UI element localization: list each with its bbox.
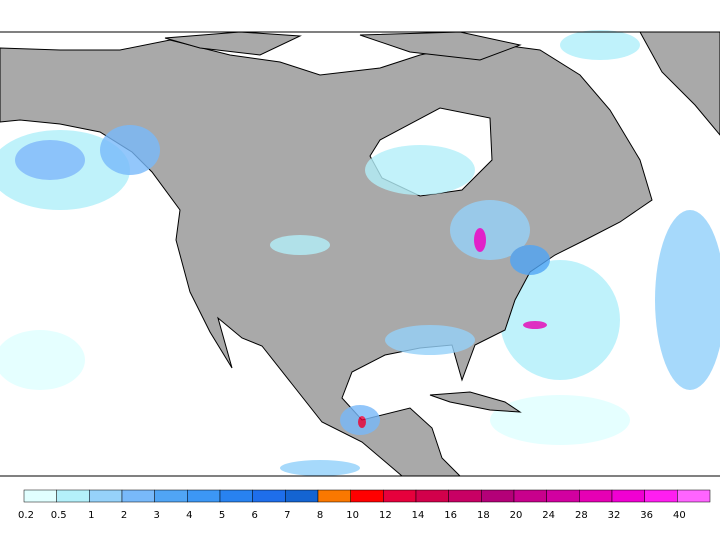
- colorbar-box: [89, 489, 123, 503]
- colorbar-label: 7: [284, 510, 290, 521]
- colorbar-box: [56, 489, 90, 503]
- colorbar-box: [448, 489, 482, 503]
- colorbar: 0.2 0.5 1 2 3 4 5 6 7 8 10 12 14 16 18 20 24 28 32 36 40: [18, 489, 711, 521]
- colorbar-box: [154, 489, 188, 503]
- precip-area: [474, 228, 486, 252]
- colorbar-label: 0.5: [51, 510, 67, 521]
- land-precip: [100, 125, 550, 435]
- precip-area: [100, 125, 160, 175]
- precip-area: [280, 460, 360, 476]
- colorbar-label: 10: [346, 510, 359, 521]
- precip-area: [500, 260, 620, 380]
- ocean-precip: [0, 30, 720, 476]
- cuba: [429, 391, 522, 413]
- colorbar-box: [317, 489, 351, 503]
- colorbar-label: 0.2: [18, 510, 34, 521]
- precip-area: [510, 245, 550, 275]
- precip-area: [450, 200, 530, 260]
- colorbar-label: 24: [542, 510, 555, 521]
- colorbar-box: [219, 489, 253, 503]
- colorbar-label: 1: [88, 510, 94, 521]
- map: [0, 30, 720, 477]
- colorbar-label: 5: [219, 510, 225, 521]
- precip-area: [490, 395, 630, 445]
- precip-area: [358, 416, 366, 428]
- colorbar-box: [285, 489, 319, 503]
- precip-area: [270, 235, 330, 255]
- colorbar-box: [611, 489, 645, 503]
- precip-area: [523, 321, 547, 329]
- colorbar-box: [644, 489, 678, 503]
- colorbar-label: 3: [153, 510, 159, 521]
- colorbar-label: 28: [575, 510, 588, 521]
- colorbar-box: [677, 489, 711, 503]
- colorbar-label: 8: [317, 510, 323, 521]
- colorbar-box: [579, 489, 613, 503]
- colorbar-box: [121, 489, 155, 503]
- colorbar-box: [513, 489, 547, 503]
- precip-area: [560, 30, 640, 60]
- precip-area: [365, 145, 475, 195]
- colorbar-box: [350, 489, 384, 503]
- colorbar-box: [415, 489, 449, 503]
- colorbar-label: 4: [186, 510, 192, 521]
- colorbar-box: [252, 489, 286, 503]
- colorbar-label: 14: [412, 510, 425, 521]
- colorbar-box: [481, 489, 515, 503]
- colorbar-box: [23, 489, 57, 503]
- precip-area: [0, 330, 85, 390]
- precip-area: [385, 325, 475, 355]
- colorbar-label: 18: [477, 510, 490, 521]
- colorbar-label: 40: [673, 510, 686, 521]
- arctic-island: [164, 31, 302, 56]
- precip-area: [655, 210, 720, 390]
- colorbar-label: 2: [121, 510, 127, 521]
- colorbar-label: 32: [608, 510, 621, 521]
- colorbar-label: 12: [379, 510, 392, 521]
- colorbar-box: [546, 489, 580, 503]
- precip-area: [15, 140, 85, 180]
- colorbar-label: 6: [251, 510, 257, 521]
- colorbar-label: 20: [510, 510, 523, 521]
- colorbar-box: [383, 489, 417, 503]
- colorbar-box: [187, 489, 221, 503]
- colorbar-label: 16: [444, 510, 457, 521]
- colorbar-label: 36: [640, 510, 653, 521]
